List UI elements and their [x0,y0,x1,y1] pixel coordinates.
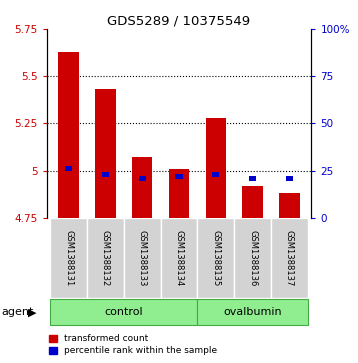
Text: GSM1388133: GSM1388133 [138,229,147,286]
Bar [286,176,293,180]
Text: GSM1388135: GSM1388135 [211,230,220,286]
Bar [242,186,263,218]
Text: GSM1388134: GSM1388134 [174,230,184,286]
Text: control: control [105,307,143,317]
Bar [279,193,300,218]
Bar [102,172,109,177]
Text: ovalbumin: ovalbumin [223,307,282,317]
Bar [161,218,197,298]
Bar [234,218,271,298]
Bar [169,169,189,218]
Bar [197,299,308,325]
Bar [175,174,183,179]
Bar [139,176,146,180]
Title: GDS5289 / 10375549: GDS5289 / 10375549 [107,15,251,28]
Bar [95,89,116,218]
Bar [271,218,308,298]
Legend: transformed count, percentile rank within the sample: transformed count, percentile rank withi… [49,334,217,355]
Bar [124,218,161,298]
Bar [197,218,234,298]
Bar [50,218,87,298]
Text: GSM1388131: GSM1388131 [64,230,73,286]
Bar [132,158,152,218]
Bar [249,176,256,180]
Bar [212,172,219,177]
Bar [50,299,197,325]
Bar [87,218,124,298]
Text: GSM1388137: GSM1388137 [285,229,294,286]
Text: ▶: ▶ [28,307,37,317]
Text: GSM1388132: GSM1388132 [101,230,110,286]
Bar [58,52,79,218]
Text: agent: agent [2,307,34,317]
Bar [65,166,72,171]
Bar [206,118,226,218]
Text: GSM1388136: GSM1388136 [248,229,257,286]
